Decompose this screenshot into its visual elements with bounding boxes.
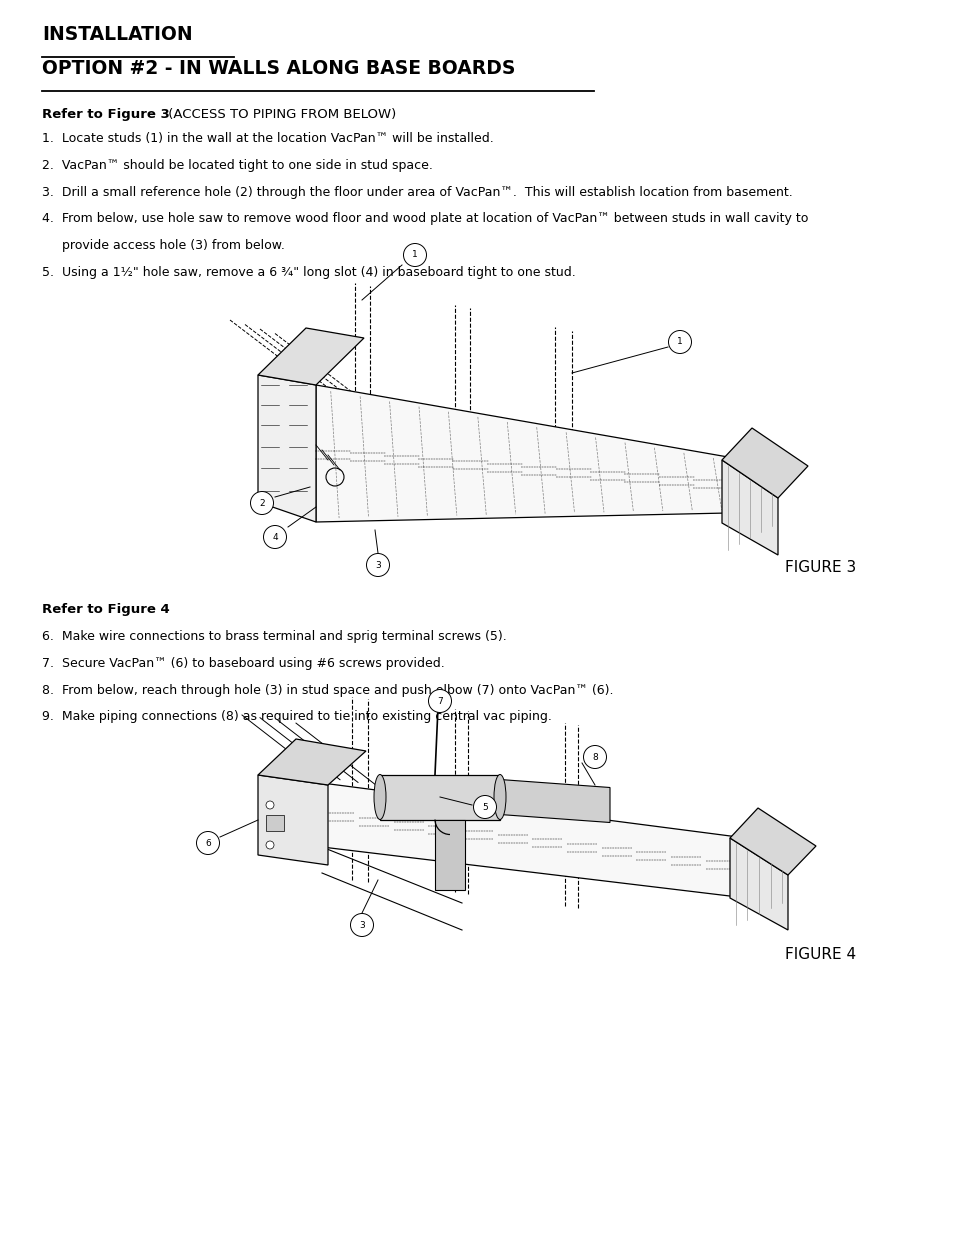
Polygon shape <box>315 385 727 522</box>
Text: 1: 1 <box>412 251 417 259</box>
Circle shape <box>263 526 286 548</box>
Text: FIGURE 4: FIGURE 4 <box>784 947 855 962</box>
Text: 8: 8 <box>592 752 598 762</box>
Ellipse shape <box>374 774 386 820</box>
Text: 6: 6 <box>205 839 211 847</box>
Circle shape <box>350 914 374 936</box>
Text: 1: 1 <box>677 337 682 347</box>
Polygon shape <box>257 375 315 522</box>
Polygon shape <box>266 815 284 831</box>
Polygon shape <box>729 808 815 876</box>
Circle shape <box>266 841 274 848</box>
Text: 1.  Locate studs (1) in the wall at the location VacPan™ will be installed.: 1. Locate studs (1) in the wall at the l… <box>42 132 494 144</box>
Circle shape <box>668 331 691 353</box>
Text: 3.  Drill a small reference hole (2) through the floor under area of VacPan™.  T: 3. Drill a small reference hole (2) thro… <box>42 185 792 199</box>
Polygon shape <box>257 739 366 785</box>
Text: 5: 5 <box>481 803 487 811</box>
Polygon shape <box>721 459 778 555</box>
Text: 4: 4 <box>272 532 277 541</box>
Text: Refer to Figure 4: Refer to Figure 4 <box>42 603 170 616</box>
Circle shape <box>428 689 451 713</box>
Polygon shape <box>435 820 464 889</box>
Text: 3: 3 <box>375 561 380 569</box>
Circle shape <box>583 746 606 768</box>
Circle shape <box>403 243 426 267</box>
Circle shape <box>366 553 389 577</box>
Circle shape <box>266 802 274 809</box>
Polygon shape <box>379 774 499 820</box>
Text: 5.  Using a 1½" hole saw, remove a 6 ¾" long slot (4) in baseboard tight to one : 5. Using a 1½" hole saw, remove a 6 ¾" l… <box>42 266 576 279</box>
Polygon shape <box>499 779 609 823</box>
Text: 2: 2 <box>259 499 265 508</box>
Polygon shape <box>257 776 328 864</box>
Text: INSTALLATION: INSTALLATION <box>42 25 193 44</box>
Text: 9.  Make piping connections (8) as required to tie into existing central vac pip: 9. Make piping connections (8) as requir… <box>42 710 551 724</box>
Text: FIGURE 3: FIGURE 3 <box>784 559 856 576</box>
Text: 7: 7 <box>436 697 442 705</box>
Polygon shape <box>721 429 807 498</box>
Circle shape <box>473 795 496 819</box>
Text: 3: 3 <box>358 920 364 930</box>
Polygon shape <box>257 329 364 385</box>
Text: 7.  Secure VacPan™ (6) to baseboard using #6 screws provided.: 7. Secure VacPan™ (6) to baseboard using… <box>42 657 444 669</box>
Text: OPTION #2 - IN WALLS ALONG BASE BOARDS: OPTION #2 - IN WALLS ALONG BASE BOARDS <box>42 59 515 78</box>
Circle shape <box>196 831 219 855</box>
Text: 4.  From below, use hole saw to remove wood floor and wood plate at location of : 4. From below, use hole saw to remove wo… <box>42 212 807 226</box>
Text: (ACCESS TO PIPING FROM BELOW): (ACCESS TO PIPING FROM BELOW) <box>164 107 395 121</box>
Text: Refer to Figure 3: Refer to Figure 3 <box>42 107 170 121</box>
Circle shape <box>251 492 274 515</box>
Text: 2.  VacPan™ should be located tight to one side in stud space.: 2. VacPan™ should be located tight to on… <box>42 159 433 172</box>
Polygon shape <box>322 783 738 897</box>
Text: 8.  From below, reach through hole (3) in stud space and push elbow (7) onto Vac: 8. From below, reach through hole (3) in… <box>42 684 613 697</box>
Text: 6.  Make wire connections to brass terminal and sprig terminal screws (5).: 6. Make wire connections to brass termin… <box>42 630 506 643</box>
Ellipse shape <box>494 774 505 820</box>
Text: provide access hole (3) from below.: provide access hole (3) from below. <box>42 240 285 252</box>
Polygon shape <box>729 839 787 930</box>
